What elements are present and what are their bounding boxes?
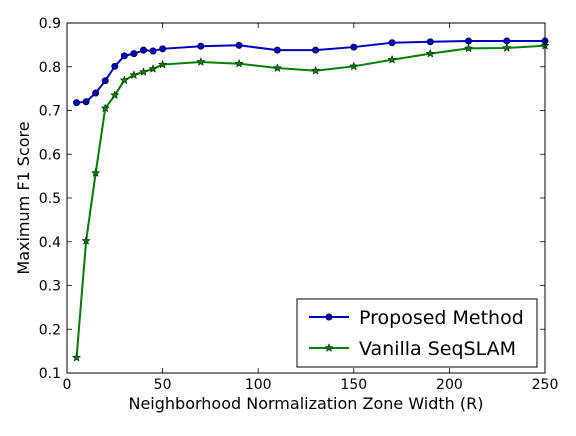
data-point [310,65,321,75]
data-point [130,50,138,58]
y-tick-label: 0.2 [39,322,61,338]
legend-label: Proposed Method [359,307,524,329]
data-point [502,43,512,52]
x-tick-label: 0 [63,377,72,393]
tick-layer: 0 50 100 150 200 250 0.1 0.2 0.3 0.4 0.5 0.6 0.7 0.8 0… [39,16,559,393]
data-point [101,77,109,85]
data-point [157,59,168,69]
series-line [75,44,546,358]
legend-label: Vanilla SeqSLAM [359,338,516,360]
data-point [73,99,81,107]
x-tick-label: 100 [245,377,272,393]
data-point [120,52,128,60]
data-point [196,57,206,66]
y-tick-label: 0.7 [39,104,61,120]
data-point [82,98,90,106]
data-point [81,235,91,245]
y-tick-label: 0.6 [39,147,61,163]
legend-box [296,298,538,368]
data-point [149,47,157,55]
data-point [349,61,359,71]
x-tick-label: 50 [154,377,172,393]
data-point [91,168,101,178]
data-point [273,46,281,54]
y-axis-label: Maximum F1 Score [14,121,33,274]
legend-marker [325,313,333,321]
data-point [235,41,243,49]
data-point [138,67,149,76]
y-tick-label: 0.9 [39,16,61,32]
data-point [387,54,397,64]
data-point [129,70,139,80]
legend-item: Vanilla SeqSLAM [309,338,516,360]
data-point [110,90,120,100]
x-tick-label: 200 [436,377,463,393]
legend-item: Proposed Method [309,307,524,329]
data-point [234,58,244,68]
legend: Proposed Method Vanilla SeqSLAM [296,298,538,368]
data-point [312,46,320,54]
y-tick-label: 0.1 [39,366,61,382]
data-point [503,37,511,45]
data-point [426,38,434,46]
series-layer [71,37,550,362]
series-vanilla-seqslam [71,40,550,362]
x-tick-label: 250 [532,377,559,393]
data-point [100,103,110,113]
data-point [111,62,119,70]
data-point [159,45,167,53]
data-point [272,63,282,73]
y-tick-label: 0.3 [39,279,61,295]
y-tick-label: 0.5 [39,191,61,207]
data-point [148,64,158,73]
legend-marker [324,343,334,352]
data-point [463,43,474,53]
data-point [465,37,473,45]
data-point [139,46,147,54]
data-point [197,42,205,50]
data-point [350,43,358,51]
data-point [388,39,396,47]
data-point [119,75,130,85]
data-point [425,48,435,58]
y-tick-label: 0.8 [39,60,61,76]
x-axis-label: Neighborhood Normalization Zone Width (R… [128,394,483,413]
data-point [92,89,100,97]
x-tick-label: 150 [340,377,367,393]
series-proposed-method [73,37,549,107]
y-tick-label: 0.4 [39,235,61,251]
data-point [71,352,82,362]
